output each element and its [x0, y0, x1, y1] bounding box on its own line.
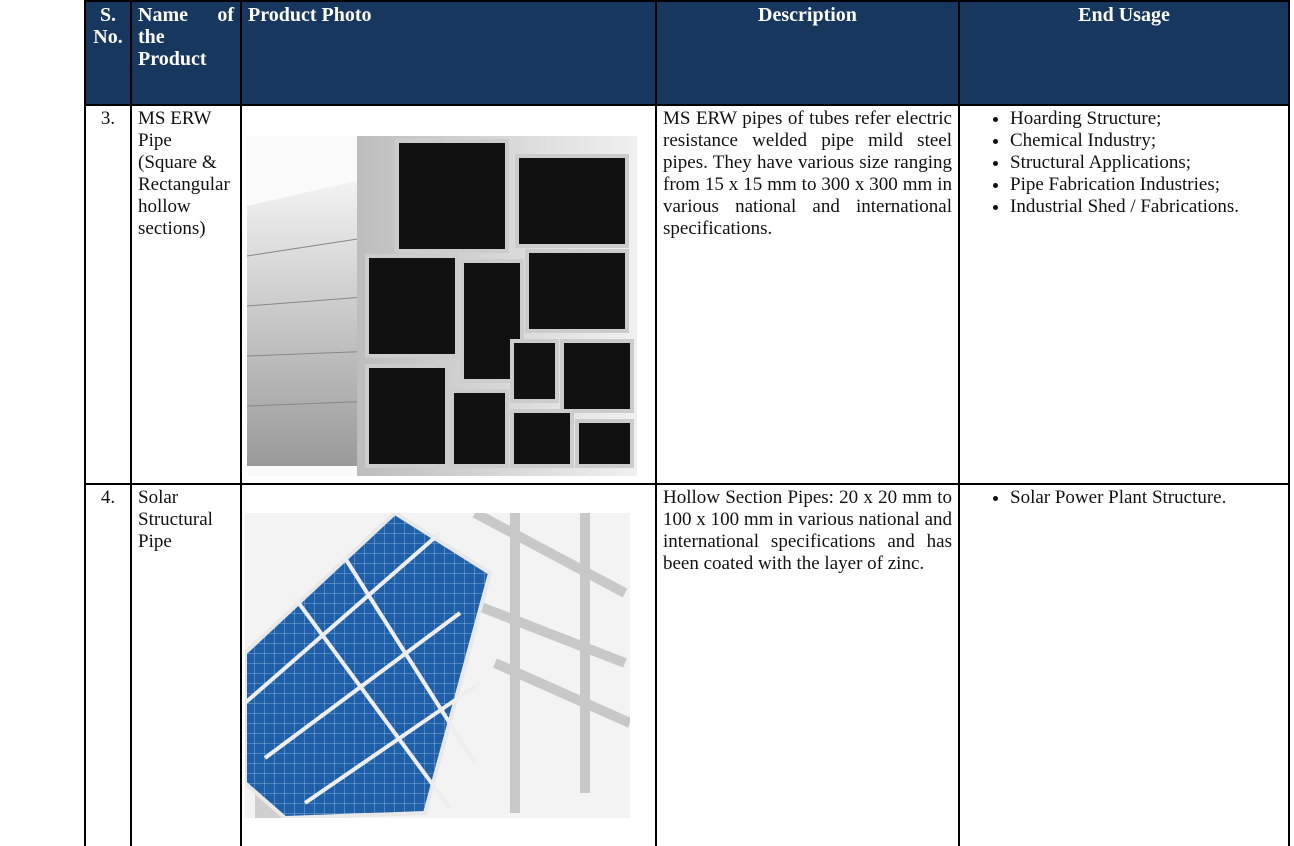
- product-table: S. No. Name of the Product Product Photo…: [84, 0, 1290, 846]
- description: Hollow Section Pipes: 20 x 20 mm to 100 …: [655, 483, 960, 846]
- usage-item: Industrial Shed / Fabrications.: [1010, 196, 1282, 218]
- name: Solar Structural Pipe: [130, 483, 242, 846]
- photo-tubes: [247, 136, 637, 476]
- name: MS ERW Pipe (Square & Rectangular hollow…: [130, 104, 242, 485]
- header-cell: Name of the Product: [130, 0, 242, 106]
- header-row: S. No. Name of the Product Product Photo…: [84, 0, 1290, 106]
- row: 4. Solar Structural Pipe: [84, 483, 1290, 846]
- usage-item: Chemical Industry;: [1010, 130, 1282, 152]
- header-cell: End Usage: [958, 0, 1290, 106]
- usage-cell: Hoarding Structure;Chemical Industry;Str…: [958, 104, 1290, 485]
- sno: 3.: [84, 104, 132, 485]
- sno: 4.: [84, 483, 132, 846]
- header-cell: S. No.: [84, 0, 132, 106]
- usage-item: Solar Power Plant Structure.: [1010, 487, 1282, 509]
- usage-cell: Solar Power Plant Structure.: [958, 483, 1290, 846]
- header-cell: Description: [655, 0, 960, 106]
- row: 3. MS ERW Pipe (Square & Rectangular hol…: [84, 104, 1290, 485]
- usage-item: Structural Applications;: [1010, 152, 1282, 174]
- usage-list: Hoarding Structure;Chemical Industry;Str…: [966, 108, 1282, 218]
- usage-item: Pipe Fabrication Industries;: [1010, 174, 1282, 196]
- description: MS ERW pipes of tubes refer electric res…: [655, 104, 960, 485]
- header-cell: Product Photo: [240, 0, 657, 106]
- photo-cell: [240, 483, 657, 846]
- usage-list: Solar Power Plant Structure.: [966, 487, 1282, 509]
- photo-cell: [240, 104, 657, 485]
- photo-solar: [245, 513, 630, 818]
- usage-item: Hoarding Structure;: [1010, 108, 1282, 130]
